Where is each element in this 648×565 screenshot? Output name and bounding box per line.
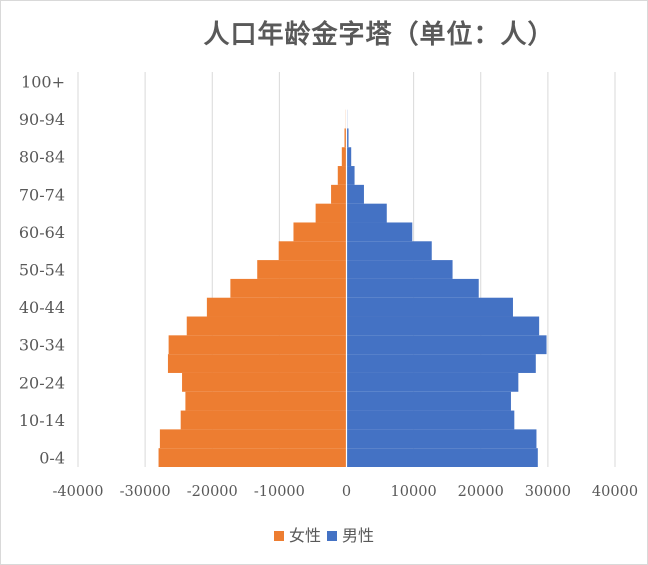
male-bar-15-19 — [346, 391, 511, 411]
female-bar-25-29 — [167, 354, 347, 373]
y-tick-label: 80-84 — [19, 148, 65, 167]
female-bar-45-49 — [230, 278, 347, 298]
female-bar-60-64 — [293, 222, 347, 242]
female-bar-80-84 — [341, 147, 347, 167]
y-tick-label: 60-64 — [19, 223, 65, 242]
legend: 女性 男性 — [0, 522, 648, 546]
male-bar-60-64 — [346, 222, 413, 242]
male-bar-70-74 — [346, 184, 364, 204]
male-bar-75-79 — [346, 166, 355, 185]
female-bar-40-44 — [206, 297, 347, 317]
male-bar-10-14 — [346, 410, 515, 430]
y-tick-labels: 100+ 90-94 80-84 70-74 60-64 50-54 40-44 30-34 2… — [19, 72, 65, 467]
male-bar-65-69 — [346, 203, 387, 223]
x-tick-label: -20000 — [187, 484, 238, 500]
male-bar-25-29 — [346, 354, 536, 373]
female-bar-5-9 — [159, 429, 347, 449]
x-tick-labels: -40000 -30000 -20000 -10000 0 10000 20000 30000… — [52, 484, 638, 500]
female-bar-55-59 — [278, 241, 347, 261]
female-bar-70-74 — [331, 184, 347, 204]
male-bar-20-24 — [346, 372, 519, 392]
x-tick-label: -10000 — [254, 484, 305, 500]
y-tick-label: 90-94 — [19, 110, 65, 129]
female-bar-65-69 — [315, 203, 347, 223]
male-bar-5-9 — [346, 429, 537, 449]
y-tick-label: 0-4 — [39, 449, 65, 468]
y-tick-label: 20-24 — [19, 373, 65, 392]
x-tick-label: -40000 — [52, 484, 103, 500]
female-bar-20-24 — [182, 372, 347, 392]
legend-label: 女性 — [288, 526, 321, 545]
y-tick-label: 50-54 — [19, 261, 65, 280]
x-tick-label: 0 — [342, 484, 351, 500]
legend-swatch — [327, 531, 337, 541]
male-bar-85-89 — [346, 128, 349, 148]
male-bar-55-59 — [346, 241, 432, 261]
x-tick-label: 20000 — [458, 484, 504, 500]
y-tick-label: 10-14 — [19, 411, 65, 430]
male-bar-50-54 — [346, 260, 453, 279]
female-bar-35-39 — [186, 316, 347, 336]
female-bar-30-34 — [168, 335, 347, 355]
y-tick-label: 30-34 — [19, 336, 65, 355]
female-bar-75-79 — [337, 166, 347, 185]
y-tick-label: 100+ — [21, 72, 65, 91]
male-bar-35-39 — [346, 316, 540, 336]
male-bar-80-84 — [346, 147, 352, 167]
male-bar-30-34 — [346, 335, 547, 355]
legend-item-female: 女性 — [273, 522, 321, 546]
female-bar-15-19 — [185, 391, 347, 411]
female-bar-0-4 — [158, 448, 347, 467]
female-bar-50-54 — [257, 260, 347, 279]
x-tick-label: -30000 — [120, 484, 171, 500]
y-tick-label: 40-44 — [19, 298, 65, 317]
male-bar-0-4 — [346, 448, 538, 467]
bars — [158, 72, 547, 467]
legend-swatch — [273, 531, 284, 541]
female-bar-10-14 — [180, 410, 347, 430]
legend-label: 男性 — [342, 526, 375, 545]
male-bar-40-44 — [346, 297, 513, 317]
y-tick-label: 70-74 — [19, 185, 65, 204]
chart-title: 人口年龄金字塔（单位：人） — [203, 20, 555, 50]
x-tick-label: 30000 — [525, 484, 571, 500]
female-bar-85-89 — [344, 128, 347, 148]
male-bar-45-49 — [346, 278, 479, 298]
x-tick-label: 40000 — [592, 484, 638, 500]
x-tick-label: 10000 — [391, 484, 437, 500]
legend-item-male: 男性 — [327, 522, 374, 546]
